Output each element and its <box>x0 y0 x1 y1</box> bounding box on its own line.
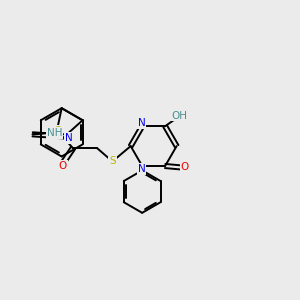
Text: S: S <box>109 156 116 167</box>
Text: N: N <box>138 164 146 174</box>
Text: O: O <box>58 161 67 171</box>
Text: N: N <box>65 133 73 143</box>
Text: O: O <box>181 163 189 172</box>
Text: N: N <box>138 118 146 128</box>
Text: NH: NH <box>47 128 62 138</box>
Text: OH: OH <box>172 111 188 121</box>
Text: S: S <box>54 126 61 136</box>
